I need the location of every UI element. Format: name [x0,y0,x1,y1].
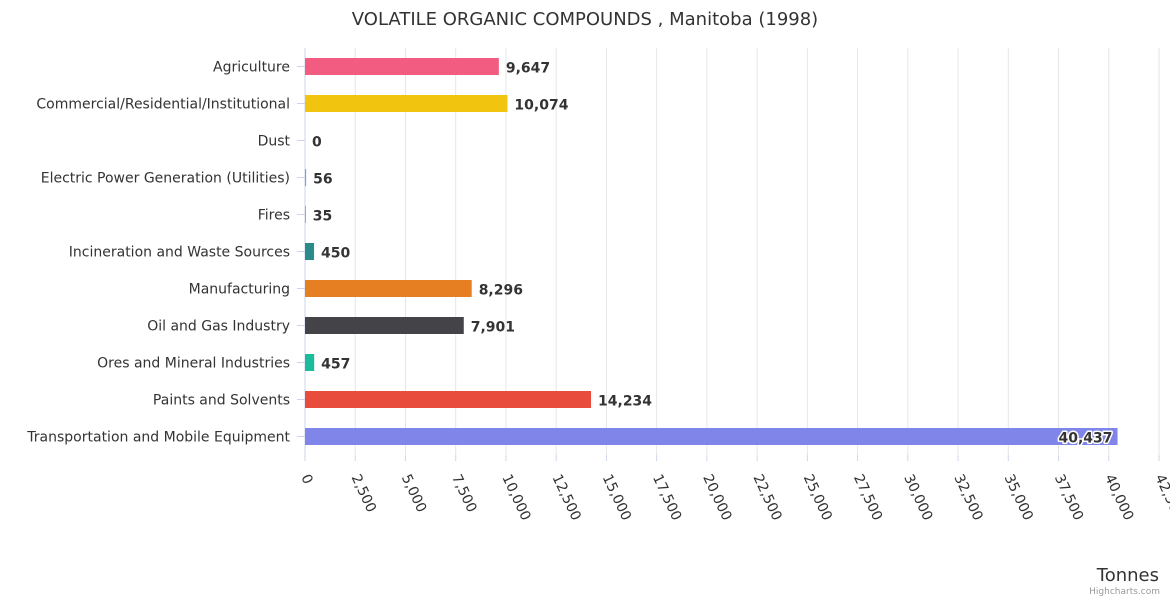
x-tick-label: 17,500 [649,472,684,523]
data-label: 35 [313,209,332,225]
bars [305,58,1118,445]
bar[interactable] [305,317,464,334]
credits-link[interactable]: Highcharts.com [1089,587,1160,597]
category-label: Oil and Gas Industry [147,319,290,335]
data-label: 40,437 [1059,431,1113,447]
category-label: Ores and Mineral Industries [97,356,290,372]
x-tick-label: 12,500 [549,472,584,523]
x-tick-label: 10,000 [498,472,533,523]
bar[interactable] [305,354,315,371]
x-tick-label: 37,500 [1051,472,1086,523]
data-label: 7,901 [471,320,515,336]
x-tick-label: 32,500 [950,472,985,523]
data-label: 457 [321,357,350,373]
x-axis-ticks: 0 2,500 5,000 7,500 10,000 12,500 15,000 17,500… [297,455,1170,523]
bar[interactable] [305,280,472,297]
category-label: Electric Power Generation (Utilities) [41,171,290,187]
chart-title: VOLATILE ORGANIC COMPOUNDS , Manitoba (1… [352,9,818,30]
category-label: Manufacturing [189,282,290,298]
x-tick-label: 30,000 [900,472,935,523]
data-labels: 9,647 10,074 0 56 35 450 8,296 7,901 457 14,234 40… [312,61,1114,449]
x-tick-label: 2,500 [348,472,379,515]
category-label: Agriculture [213,60,290,76]
category-label: Transportation and Mobile Equipment [26,430,290,446]
x-tick-label: 25,000 [800,472,835,523]
category-label: Incineration and Waste Sources [69,245,290,261]
x-tick-label: 27,500 [850,472,885,523]
category-labels: Agriculture Commercial/Residential/Instit… [26,60,305,446]
bar[interactable] [305,243,315,260]
bar[interactable] [305,391,592,408]
x-tick-label: 40,000 [1101,472,1136,523]
x-tick-label: 5,000 [398,472,429,515]
data-label: 450 [321,246,350,262]
data-label: 9,647 [506,61,550,77]
axis-title: Tonnes [1096,565,1159,586]
x-tick-label: 7,500 [448,472,479,515]
data-label: 0 [312,135,322,151]
gridlines [304,48,1160,455]
bar[interactable] [305,58,499,75]
x-tick-label: 35,000 [1001,472,1036,523]
x-tick-label: 20,000 [699,472,734,523]
category-label: Commercial/Residential/Institutional [36,97,290,113]
x-tick-label: 15,000 [599,472,634,523]
bar[interactable] [305,169,307,186]
data-label: 56 [313,172,332,188]
data-label: 10,074 [514,98,568,114]
x-tick-label: 22,500 [749,472,784,523]
x-tick-label: 42,500 [1151,472,1170,523]
category-label: Fires [258,208,290,224]
data-label: 14,234 [598,394,652,410]
x-tick-label: 0 [297,472,315,487]
bar[interactable] [305,95,508,112]
data-label: 8,296 [479,283,523,299]
category-label: Paints and Solvents [153,393,290,409]
category-label: Dust [258,134,291,150]
bar[interactable] [305,428,1118,445]
bar[interactable] [305,206,306,223]
